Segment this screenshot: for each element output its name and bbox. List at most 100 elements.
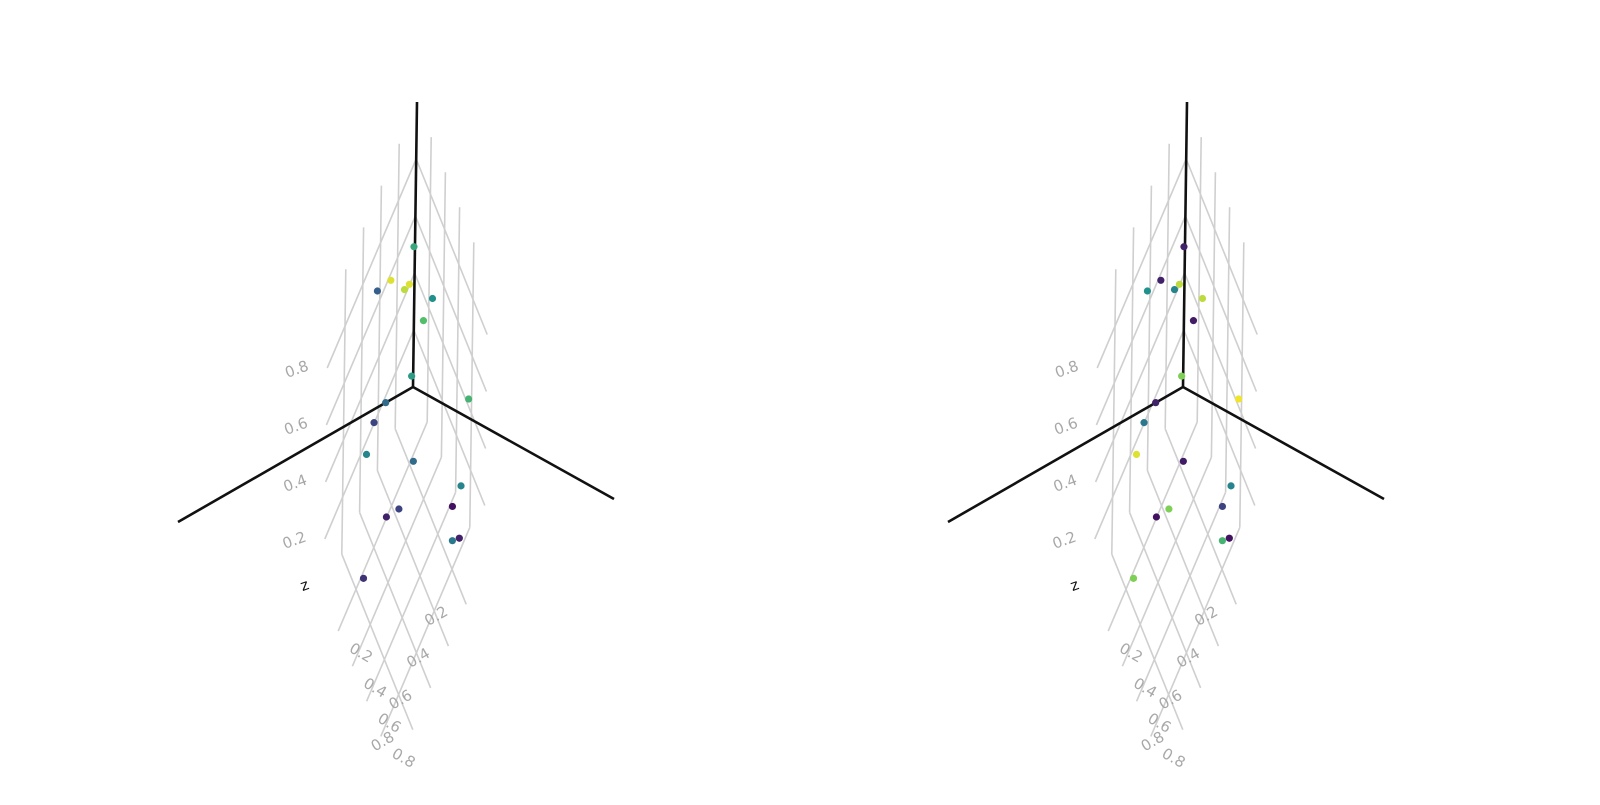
ywall-grid-v-4: [341, 269, 347, 555]
scatter-point: [1129, 574, 1138, 582]
z-tick-label: 0.2: [280, 528, 309, 553]
xwall-grid-h-1: [413, 329, 486, 506]
y-axis-line: [177, 385, 414, 524]
z-axis-label: z: [298, 575, 312, 595]
z-tick-label: 0.6: [282, 414, 311, 439]
scatter-point: [1140, 419, 1148, 427]
scatter-point: [1152, 513, 1160, 521]
z-tick-label: 0.4: [281, 471, 310, 496]
ywall-grid-h-4: [326, 158, 417, 369]
x-tick-label: 0.2: [1116, 639, 1146, 667]
x-axis-line: [1182, 385, 1385, 501]
floor-grid-x-1: [337, 421, 428, 632]
ywall-grid-h-2: [324, 272, 416, 483]
y-tick-label: 0.4: [403, 644, 433, 672]
scatter-point: [1218, 502, 1227, 511]
xwall-grid-v-3: [454, 207, 461, 493]
scatter-point: [362, 450, 371, 458]
floor-grid-x-4: [380, 527, 471, 737]
scatter-point: [1189, 317, 1198, 325]
xwall-grid-v-1: [1196, 137, 1202, 423]
scatter-point: [370, 419, 378, 427]
scatter-point: [359, 574, 368, 582]
y-tick-label: 0.2: [421, 602, 451, 630]
scatter-point: [373, 287, 381, 295]
panel-2: 0.20.40.60.80.20.40.60.80.20.40.60.8xyz: [947, 101, 1385, 772]
scatter-point: [1175, 280, 1183, 288]
floor-grid-x-2: [351, 456, 443, 667]
xwall-grid-v-4: [1239, 242, 1245, 528]
x-tick-label: 0.8: [389, 744, 419, 772]
scatter-point: [448, 537, 456, 545]
ywall-grid-v-4: [1111, 269, 1117, 555]
scatter-point: [1225, 534, 1233, 542]
z-axis-label: z: [1068, 575, 1082, 595]
ywall-grid-h-1: [324, 329, 415, 540]
ywall-grid-v-1: [1164, 143, 1170, 429]
scatter-point: [410, 243, 418, 251]
z-tick-label: 0.8: [282, 357, 311, 382]
y-tick-label: 0.6: [1156, 686, 1186, 714]
scatter-point: [448, 502, 457, 511]
z-tick-label: 0.8: [1052, 357, 1081, 382]
ywall-grid-v-2: [376, 185, 383, 471]
scatter-point: [428, 294, 437, 303]
ywall-grid-h-3: [1095, 215, 1187, 426]
scatter-point: [1152, 399, 1160, 407]
floor-grid-y-3: [1128, 512, 1202, 689]
y-tick-label: 0.4: [1173, 644, 1203, 672]
floor-grid-x-2: [1121, 456, 1213, 667]
y-axis-line: [947, 385, 1184, 524]
xwall-grid-h-1: [1183, 329, 1256, 506]
ywall-grid-v-2: [1146, 185, 1153, 471]
scatter-point: [1143, 287, 1151, 295]
scatter-point: [1157, 276, 1165, 284]
floor-grid-y-4: [341, 553, 414, 731]
x-tick-label: 0.8: [1159, 744, 1189, 772]
floor-grid-y-3: [358, 512, 432, 689]
z-tick-label: 0.6: [1052, 414, 1081, 439]
y-tick-label: 0.6: [386, 686, 416, 714]
z-tick-label: 0.2: [1050, 528, 1079, 553]
scatter-point: [409, 457, 417, 465]
scatter-point: [1198, 294, 1207, 303]
floor-grid-x-3: [365, 491, 457, 702]
scatter-point: [1165, 505, 1173, 513]
floor-grid-y-2: [376, 470, 450, 647]
scatter-point: [400, 286, 409, 294]
z-tick-label: 0.4: [1051, 471, 1080, 496]
x-tick-label: 0.2: [346, 639, 376, 667]
xwall-grid-v-2: [1210, 172, 1217, 458]
scatter-point: [405, 280, 413, 288]
ywall-grid-h-2: [1094, 272, 1186, 483]
ywall-grid-h-3: [325, 215, 417, 426]
scatter-point: [1132, 450, 1141, 458]
xwall-grid-v-4: [469, 242, 475, 528]
xwall-grid-h-4: [1185, 158, 1258, 335]
scatter-point: [395, 505, 403, 513]
scatter-point: [387, 276, 395, 284]
scatter-point: [1179, 457, 1187, 465]
scatter-point: [1235, 395, 1243, 403]
ywall-grid-v-1: [394, 143, 400, 429]
xwall-grid-h-2: [1183, 272, 1257, 449]
floor-grid-x-1: [1107, 421, 1198, 632]
floor-grid-y-1: [1164, 428, 1237, 605]
xwall-grid-v-1: [426, 137, 432, 423]
scatter-point: [1170, 286, 1179, 294]
ywall-grid-h-1: [1094, 329, 1185, 540]
scatter-point: [457, 482, 465, 490]
scatter-point: [1180, 243, 1188, 251]
xwall-grid-v-3: [1224, 207, 1231, 493]
scatter-point: [455, 534, 463, 542]
floor-grid-x-4: [1150, 527, 1241, 737]
scatter-point: [1227, 482, 1235, 490]
scatter-point: [382, 513, 390, 521]
floor-grid-y-4: [1111, 553, 1184, 731]
panel-1: 0.20.40.60.80.20.40.60.80.20.40.60.8xyz: [177, 101, 615, 772]
scatter-point: [1178, 372, 1186, 380]
x-axis-line: [412, 385, 615, 501]
floor-grid-y-1: [394, 428, 467, 605]
